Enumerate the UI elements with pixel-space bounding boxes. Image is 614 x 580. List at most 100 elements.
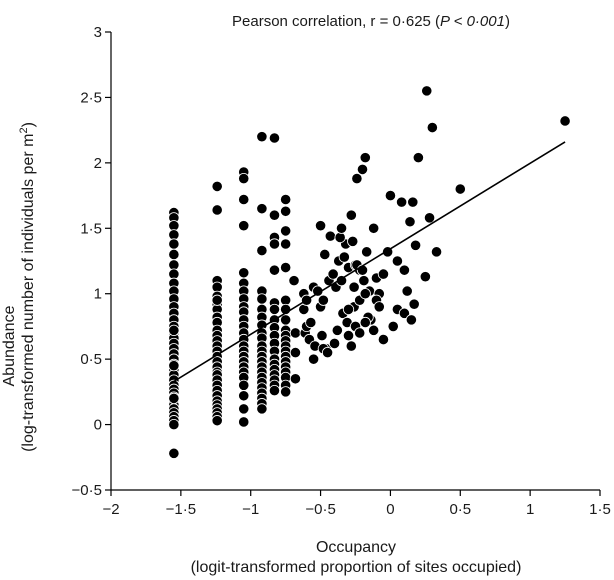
data-point	[409, 239, 422, 251]
x-tick-label: 1	[526, 501, 534, 518]
y-tick-label: −0·5	[72, 482, 102, 499]
data-point	[256, 244, 268, 257]
y-tick-label: 0	[94, 417, 102, 434]
data-point	[377, 333, 390, 346]
data-point	[321, 346, 334, 359]
y-axis-subtitle-post: )	[20, 122, 37, 127]
data-point	[384, 189, 397, 202]
data-point	[305, 316, 317, 329]
chart-title: Pearson correlation, r = 0·625 (P < 0·00…	[232, 13, 510, 30]
data-point	[211, 415, 223, 427]
data-point	[454, 183, 466, 195]
data-point	[345, 340, 357, 352]
data-point	[211, 180, 223, 193]
data-point	[359, 152, 371, 164]
data-point	[238, 220, 250, 232]
data-point	[280, 386, 292, 398]
data-point	[280, 205, 292, 217]
data-point	[401, 285, 413, 297]
data-point	[268, 384, 281, 397]
x-tick-label: 1·5	[589, 501, 611, 518]
data-point	[373, 301, 385, 313]
data-point	[268, 264, 281, 276]
data-point	[314, 220, 327, 232]
data-point	[168, 418, 180, 431]
data-point	[319, 248, 331, 261]
data-point	[280, 225, 292, 237]
data-point	[368, 324, 380, 336]
data-point	[328, 337, 341, 350]
chart-title-close: )	[505, 13, 510, 30]
data-point	[430, 246, 443, 258]
data-point	[398, 264, 410, 276]
data-point	[256, 203, 268, 215]
data-point	[168, 447, 180, 459]
data-point	[289, 346, 302, 359]
data-point	[256, 131, 268, 143]
x-axis-title: Occupancy	[316, 539, 396, 556]
data-point	[354, 327, 366, 339]
data-point	[345, 209, 357, 221]
data-point	[419, 271, 431, 283]
data-point	[288, 275, 300, 287]
data-point	[359, 316, 371, 329]
chart-title-main: Pearson correlation, r = 0·625 (	[232, 13, 440, 30]
data-point	[559, 115, 571, 127]
x-tick-label: −1	[242, 501, 259, 518]
data-point	[335, 222, 348, 234]
data-point	[356, 163, 369, 175]
data-point	[412, 152, 424, 164]
data-point	[238, 379, 250, 391]
data-point	[256, 403, 268, 415]
x-tick-label: −2	[102, 501, 119, 518]
data-point	[421, 85, 433, 97]
y-tick-label: 2·5	[80, 89, 102, 106]
y-tick-label: 2	[94, 155, 102, 172]
data-point	[347, 235, 359, 247]
x-tick-label: −0·5	[305, 501, 335, 518]
x-tick-label: 0	[386, 501, 394, 518]
data-point	[238, 193, 250, 206]
data-point	[338, 251, 350, 263]
data-point	[407, 196, 419, 208]
data-point	[280, 314, 292, 326]
data-point	[377, 268, 390, 280]
y-axis-subtitle-pre: (log-transformed number of individuals p…	[20, 134, 37, 452]
data-point	[358, 275, 370, 287]
x-tick-label: −1·5	[166, 501, 196, 518]
data-point	[238, 267, 250, 279]
data-point	[316, 329, 328, 342]
data-point	[211, 204, 223, 216]
x-tick-label: 0·5	[449, 501, 471, 518]
data-point	[324, 230, 336, 242]
data-point	[342, 329, 355, 342]
x-axis-subtitle: (logit-transformed proportion of sites o…	[191, 559, 522, 576]
data-point	[327, 268, 339, 280]
data-point	[289, 327, 302, 339]
y-axis-title: Abundance	[1, 305, 18, 386]
data-point	[268, 209, 281, 221]
data-point	[368, 222, 380, 234]
data-point	[312, 285, 324, 297]
y-tick-label: 3	[94, 24, 102, 41]
data-point	[168, 324, 180, 336]
data-point	[168, 392, 180, 404]
data-point	[238, 390, 250, 402]
data-point	[391, 255, 404, 267]
data-point	[423, 212, 436, 224]
y-tick-label: 1·5	[80, 220, 102, 237]
data-point	[351, 172, 363, 185]
data-point	[348, 281, 360, 293]
data-point	[256, 293, 268, 305]
regression-line	[173, 141, 566, 383]
data-point	[331, 324, 343, 336]
data-point	[387, 320, 399, 333]
data-point	[398, 307, 410, 319]
data-point	[168, 360, 180, 372]
data-point	[317, 294, 329, 306]
data-point	[342, 303, 355, 316]
data-point	[238, 403, 250, 415]
y-tick-label: 0·5	[80, 351, 102, 368]
data-point	[359, 288, 371, 300]
data-point	[238, 172, 250, 185]
